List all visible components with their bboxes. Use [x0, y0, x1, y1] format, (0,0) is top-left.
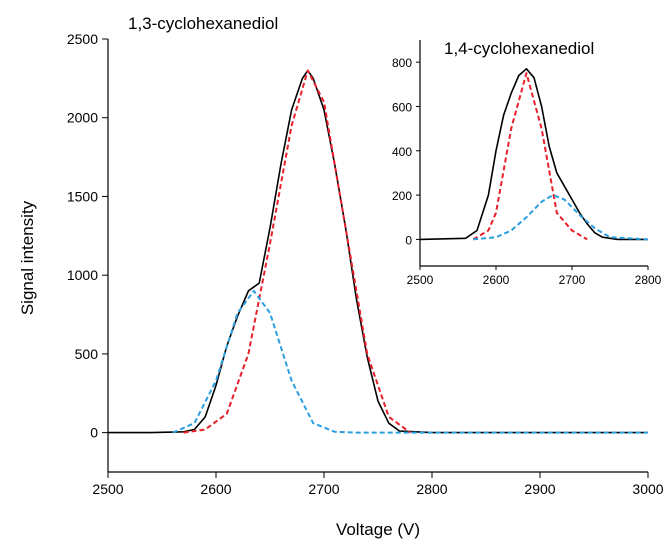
inset-y-tick-label: 0: [405, 233, 412, 247]
main-x-tick-label: 2600: [200, 481, 231, 497]
main-x-tick-label: 3000: [632, 481, 663, 497]
inset-plot: 2500 2600 2700 2800 0 200 400 600 800 1,4-cyclohe…: [392, 39, 662, 287]
inset-y-tick-label: 600: [392, 100, 412, 114]
inset-y-tick-label: 200: [392, 189, 412, 203]
main-series-measured-trace: [108, 69, 648, 434]
inset-x-tick-label: 2500: [407, 273, 434, 287]
main-series-fit-peak-red: [183, 69, 411, 434]
inset-y-tick-label: 800: [392, 56, 412, 70]
inset-x-tick-label: 2800: [635, 273, 662, 287]
main-y-tick-label: 1000: [67, 267, 98, 283]
main-plot: 2500 2600 2700 2800 2900 30000500100015002000…: [18, 14, 664, 539]
main-x-tick-label: 2800: [416, 481, 447, 497]
inset-chart-title: 1,4-cyclohexanediol: [444, 39, 594, 58]
x-axis-title: Voltage (V): [336, 520, 420, 539]
main-y-tick-label: 0: [90, 425, 98, 441]
main-y-tick-label: 2500: [67, 31, 98, 47]
main-y-tick-label: 2000: [67, 110, 98, 126]
inset-series-fit-peak-blue: [473, 194, 649, 241]
inset-y-tick-label: 400: [392, 145, 412, 159]
inset-x-tick-label: 2700: [559, 273, 586, 287]
inset-series-fit-peak-red: [472, 72, 588, 241]
inset-series-measured-trace: [419, 68, 648, 241]
main-x-tick-label: 2700: [308, 481, 339, 497]
main-y-tick-label: 500: [75, 346, 99, 362]
main-chart-title: 1,3-cyclohexanediol: [128, 14, 278, 33]
inset-x-tick-label: 2600: [483, 273, 510, 287]
main-y-tick-label: 1500: [67, 188, 98, 204]
main-x-tick-label: 2900: [524, 481, 555, 497]
main-x-tick-label: 2500: [92, 481, 123, 497]
main-series-fit-peak-blue: [172, 289, 648, 434]
y-axis-title: Signal intensity: [18, 200, 37, 315]
